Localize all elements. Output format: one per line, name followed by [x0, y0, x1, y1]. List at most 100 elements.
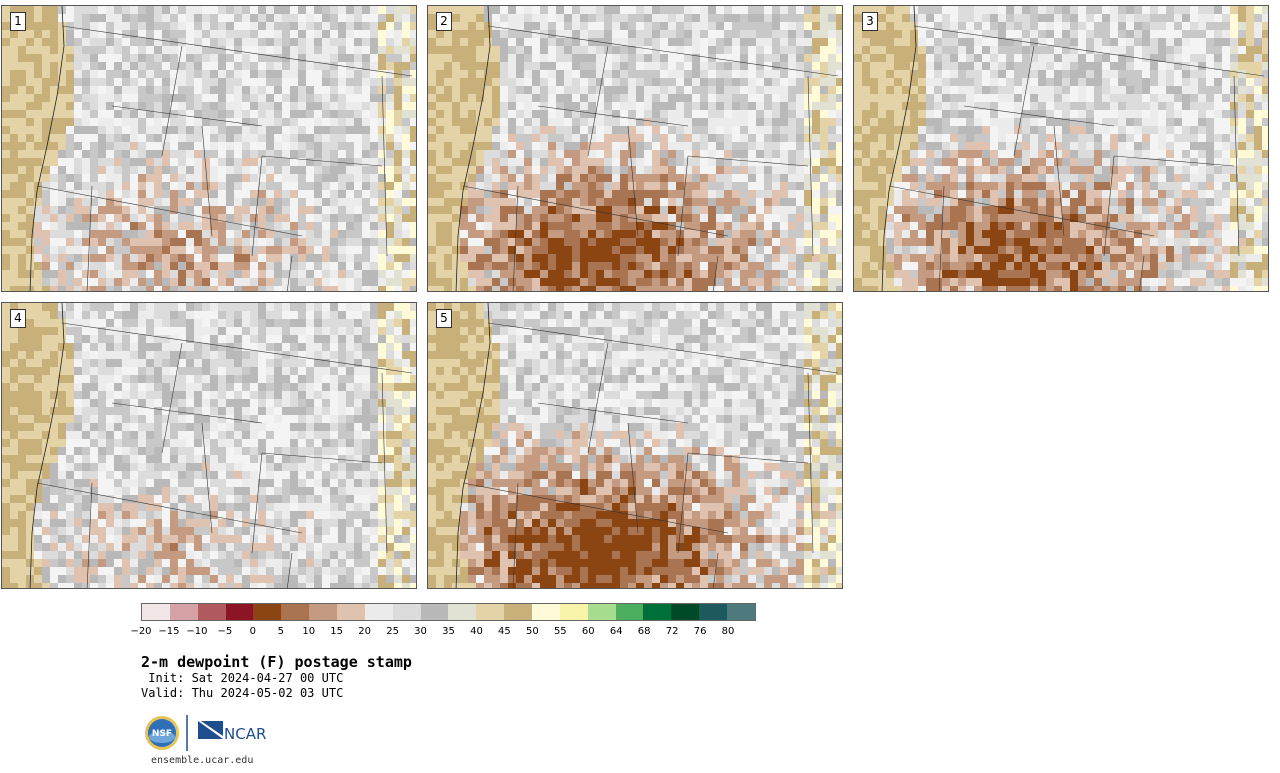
state-boundary	[512, 185, 519, 291]
state-boundary	[201, 422, 213, 534]
colorbar-segment	[142, 604, 170, 620]
colorbar-tick: 55	[553, 626, 567, 637]
panel-label-2: 2	[436, 12, 452, 31]
state-boundary	[677, 155, 689, 257]
state-boundary	[627, 125, 639, 237]
colorbar-tick: 50	[525, 626, 539, 637]
state-boundary	[938, 185, 945, 291]
colorbar-tick: 5	[277, 626, 284, 637]
state-boundary	[61, 322, 413, 374]
colorbar-segment	[643, 604, 672, 620]
colorbar-segment	[225, 604, 254, 620]
state-boundary	[1113, 155, 1235, 167]
state-boundary	[36, 482, 303, 534]
nsf-logo: NSF	[145, 716, 179, 750]
state-boundary	[1138, 255, 1145, 291]
colorbar-segment	[309, 604, 338, 620]
init-time: Init: Sat 2024-04-27 00 UTC	[141, 671, 344, 685]
colorbar-segment	[615, 604, 644, 620]
ncar-logo-text: NCAR	[224, 725, 266, 743]
dewpoint-map-3	[854, 6, 1268, 291]
colorbar-tick: −20	[130, 626, 152, 637]
state-boundary	[807, 372, 814, 554]
colorbar-segment	[699, 604, 728, 620]
state-boundary	[381, 372, 388, 554]
colorbar-segment	[476, 604, 505, 620]
state-boundary	[261, 155, 383, 167]
dewpoint-field	[428, 6, 842, 291]
state-boundary	[86, 185, 93, 291]
state-boundary	[963, 105, 1115, 127]
state-boundary	[888, 185, 1155, 237]
colorbar-segment	[671, 604, 700, 620]
state-boundary	[161, 45, 183, 157]
dewpoint-map-2	[428, 6, 842, 291]
colorbar-tick: −5	[217, 626, 233, 637]
state-boundary	[712, 255, 719, 291]
coastline	[29, 303, 65, 588]
colorbar-tick: 60	[581, 626, 595, 637]
state-boundary	[1103, 155, 1115, 257]
dewpoint-field	[854, 6, 1268, 291]
state-boundary	[487, 322, 839, 374]
state-boundary	[913, 25, 1265, 77]
colorbar-segment	[364, 604, 393, 620]
state-boundary	[512, 482, 519, 588]
colorbar-segment	[559, 604, 588, 620]
state-boundary	[462, 185, 729, 237]
state-boundary	[462, 482, 729, 534]
colorbar-segment	[448, 604, 477, 620]
colorbar-tick: 76	[693, 626, 707, 637]
coastline	[881, 6, 917, 291]
coastline	[29, 6, 65, 291]
colorbar-tick: 15	[330, 626, 344, 637]
dewpoint-colorbar	[141, 603, 756, 621]
panel-label-3: 3	[862, 12, 878, 31]
dewpoint-field	[2, 6, 416, 291]
coastline	[455, 6, 491, 291]
colorbar-segment	[253, 604, 282, 620]
state-boundary	[61, 25, 413, 77]
logos: NSF NCAR	[145, 713, 275, 753]
colorbar-segment	[169, 604, 198, 620]
ncar-logo: NCAR	[198, 721, 266, 743]
panel-label-1: 1	[10, 12, 26, 31]
state-boundary	[286, 552, 293, 588]
colorbar-tick: 30	[414, 626, 427, 637]
colorbar-segment	[504, 604, 533, 620]
state-boundary	[1053, 125, 1065, 237]
state-boundary	[261, 452, 383, 464]
dewpoint-map-1	[2, 6, 416, 291]
state-boundary	[587, 45, 609, 157]
dewpoint-field	[428, 303, 842, 588]
colorbar-tick: 0	[249, 626, 256, 637]
logo-graphics: NSF NCAR	[145, 715, 266, 751]
colorbar-tick: 35	[442, 626, 455, 637]
colorbar-segment	[420, 604, 449, 620]
state-boundary	[1013, 45, 1035, 157]
nsf-logo-text: NSF	[152, 729, 172, 739]
state-boundary	[36, 185, 303, 237]
colorbar-segment	[337, 604, 365, 620]
state-boundary	[487, 25, 839, 77]
colorbar-tick: 25	[386, 626, 399, 637]
colorbar-tick: −15	[158, 626, 180, 637]
state-boundary	[627, 422, 639, 534]
state-boundary	[1233, 75, 1240, 257]
state-boundary	[687, 452, 809, 464]
colorbar-tick: 80	[721, 626, 735, 637]
state-boundary	[201, 125, 213, 237]
colorbar-segment	[197, 604, 226, 620]
state-boundary	[286, 255, 293, 291]
colorbar-tick: 64	[609, 626, 623, 637]
plot-title: 2-m dewpoint (F) postage stamp	[141, 653, 412, 671]
site-url: ensemble.ucar.edu	[151, 755, 254, 766]
state-boundary	[687, 155, 809, 167]
dewpoint-map-4	[2, 303, 416, 588]
map-panel-3: 3	[853, 5, 1269, 292]
state-boundary	[712, 552, 719, 588]
colorbar-segment	[281, 604, 310, 620]
dewpoint-map-5	[428, 303, 842, 588]
state-boundary	[251, 452, 263, 554]
coastline	[455, 303, 491, 588]
